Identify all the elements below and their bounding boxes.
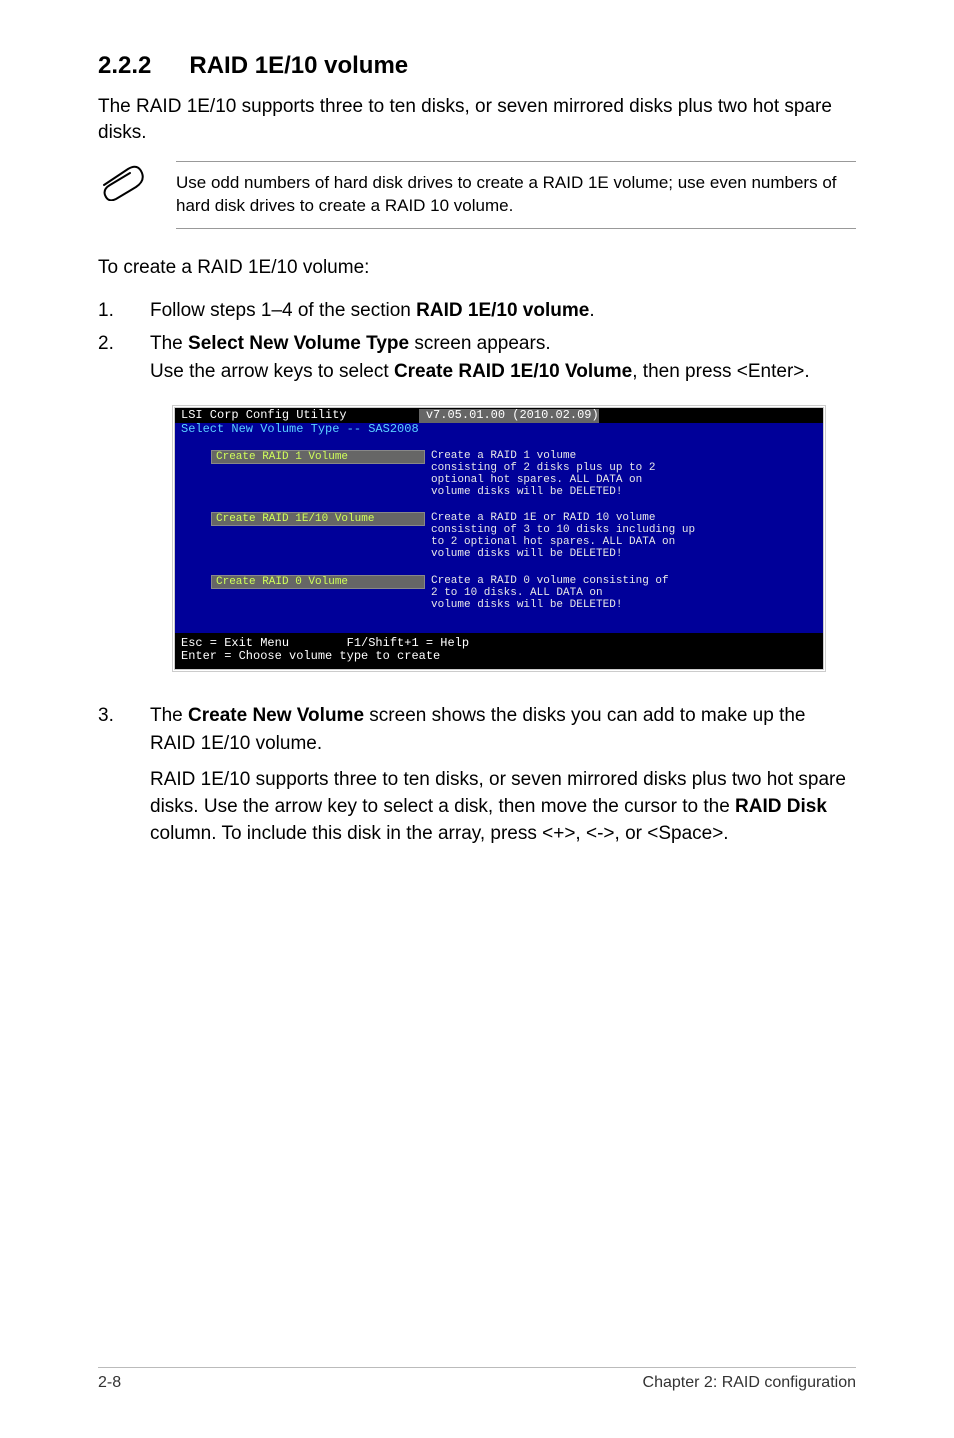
step-body: The Create New Volume screen shows the d… [150,702,856,847]
bios-menu-description: Create a RAID 1 volume consisting of 2 d… [425,450,817,498]
bios-menu-description: Create a RAID 1E or RAID 10 volume consi… [425,512,817,560]
ordered-list: 1. Follow steps 1–4 of the section RAID … [98,297,856,847]
bios-version: v7.05.01.00 (2010.02.09) [419,409,599,422]
step-sub-paragraph: RAID 1E/10 supports three to ten disks, … [150,767,856,847]
spacer [347,409,419,422]
bios-subheader: Select New Volume Type -- SAS2008 [175,423,823,438]
text: . [589,300,594,321]
page-footer: 2-8 Chapter 2: RAID configuration [98,1367,856,1392]
page-number-left: 2-8 [98,1374,121,1392]
bios-menu-item[interactable]: Create RAID 1E/10 Volume [211,512,425,526]
bios-title: LSI Corp Config Utility [181,409,347,422]
bios-menu-item[interactable]: Create RAID 1 Volume [211,450,425,464]
bold-text: Create RAID 1E/10 Volume [394,361,632,382]
text: The [150,333,188,354]
bios-body: Create RAID 1 Volume Create a RAID 1 vol… [175,438,823,633]
section-title: RAID 1E/10 volume [189,52,408,80]
bold-text: RAID 1E/10 volume [416,300,589,321]
bios-help-line2: Enter = Choose volume type to create [181,649,440,663]
section-number: 2.2.2 [98,52,151,80]
section-heading: 2.2.2 RAID 1E/10 volume [98,52,856,80]
text: , then press <Enter>. [632,361,809,382]
bold-text: Select New Volume Type [188,333,409,354]
note-text: Use odd numbers of hard disk drives to c… [176,172,856,218]
bios-footer: Esc = Exit Menu F1/Shift+1 = Help Enter … [175,633,823,669]
note-text-wrap: Use odd numbers of hard disk drives to c… [176,161,856,229]
bios-menu-item[interactable]: Create RAID 0 Volume [211,575,425,589]
text: Use the arrow keys to select [150,361,394,382]
intro-paragraph: The RAID 1E/10 supports three to ten dis… [98,94,856,145]
text: screen appears. [409,333,551,354]
bios-menu-description: Create a RAID 0 volume consisting of 2 t… [425,575,817,611]
bios-window: LSI Corp Config Utility v7.05.01.00 (201… [172,405,826,672]
bios-help-line1: Esc = Exit Menu F1/Shift+1 = Help [181,636,469,650]
list-item: 2. The Select New Volume Type screen app… [98,330,856,385]
bios-menu-row: Create RAID 0 Volume Create a RAID 0 vol… [175,571,823,621]
text: The [150,705,188,726]
bios-menu-row: Create RAID 1E/10 Volume Create a RAID 1… [175,508,823,570]
bold-text: Create New Volume [188,705,364,726]
list-item: 3. The Create New Volume screen shows th… [98,702,856,847]
page-chapter-right: Chapter 2: RAID configuration [643,1374,856,1392]
lead-in: To create a RAID 1E/10 volume: [98,255,856,281]
note-block: Use odd numbers of hard disk drives to c… [98,161,856,229]
bios-screenshot: LSI Corp Config Utility v7.05.01.00 (201… [172,405,826,672]
step-number: 3. [98,702,150,847]
step-number: 1. [98,297,150,325]
step-body: The Select New Volume Type screen appear… [150,330,856,385]
step-body: Follow steps 1–4 of the section RAID 1E/… [150,297,856,325]
text: column. To include this disk in the arra… [150,823,729,844]
paperclip-icon [98,161,148,199]
list-item: 1. Follow steps 1–4 of the section RAID … [98,297,856,325]
text: Follow steps 1–4 of the section [150,300,416,321]
bios-title-bar: LSI Corp Config Utility v7.05.01.00 (201… [175,408,823,422]
step-number: 2. [98,330,150,385]
bios-menu-row: Create RAID 1 Volume Create a RAID 1 vol… [175,446,823,508]
bold-text: RAID Disk [735,796,827,817]
